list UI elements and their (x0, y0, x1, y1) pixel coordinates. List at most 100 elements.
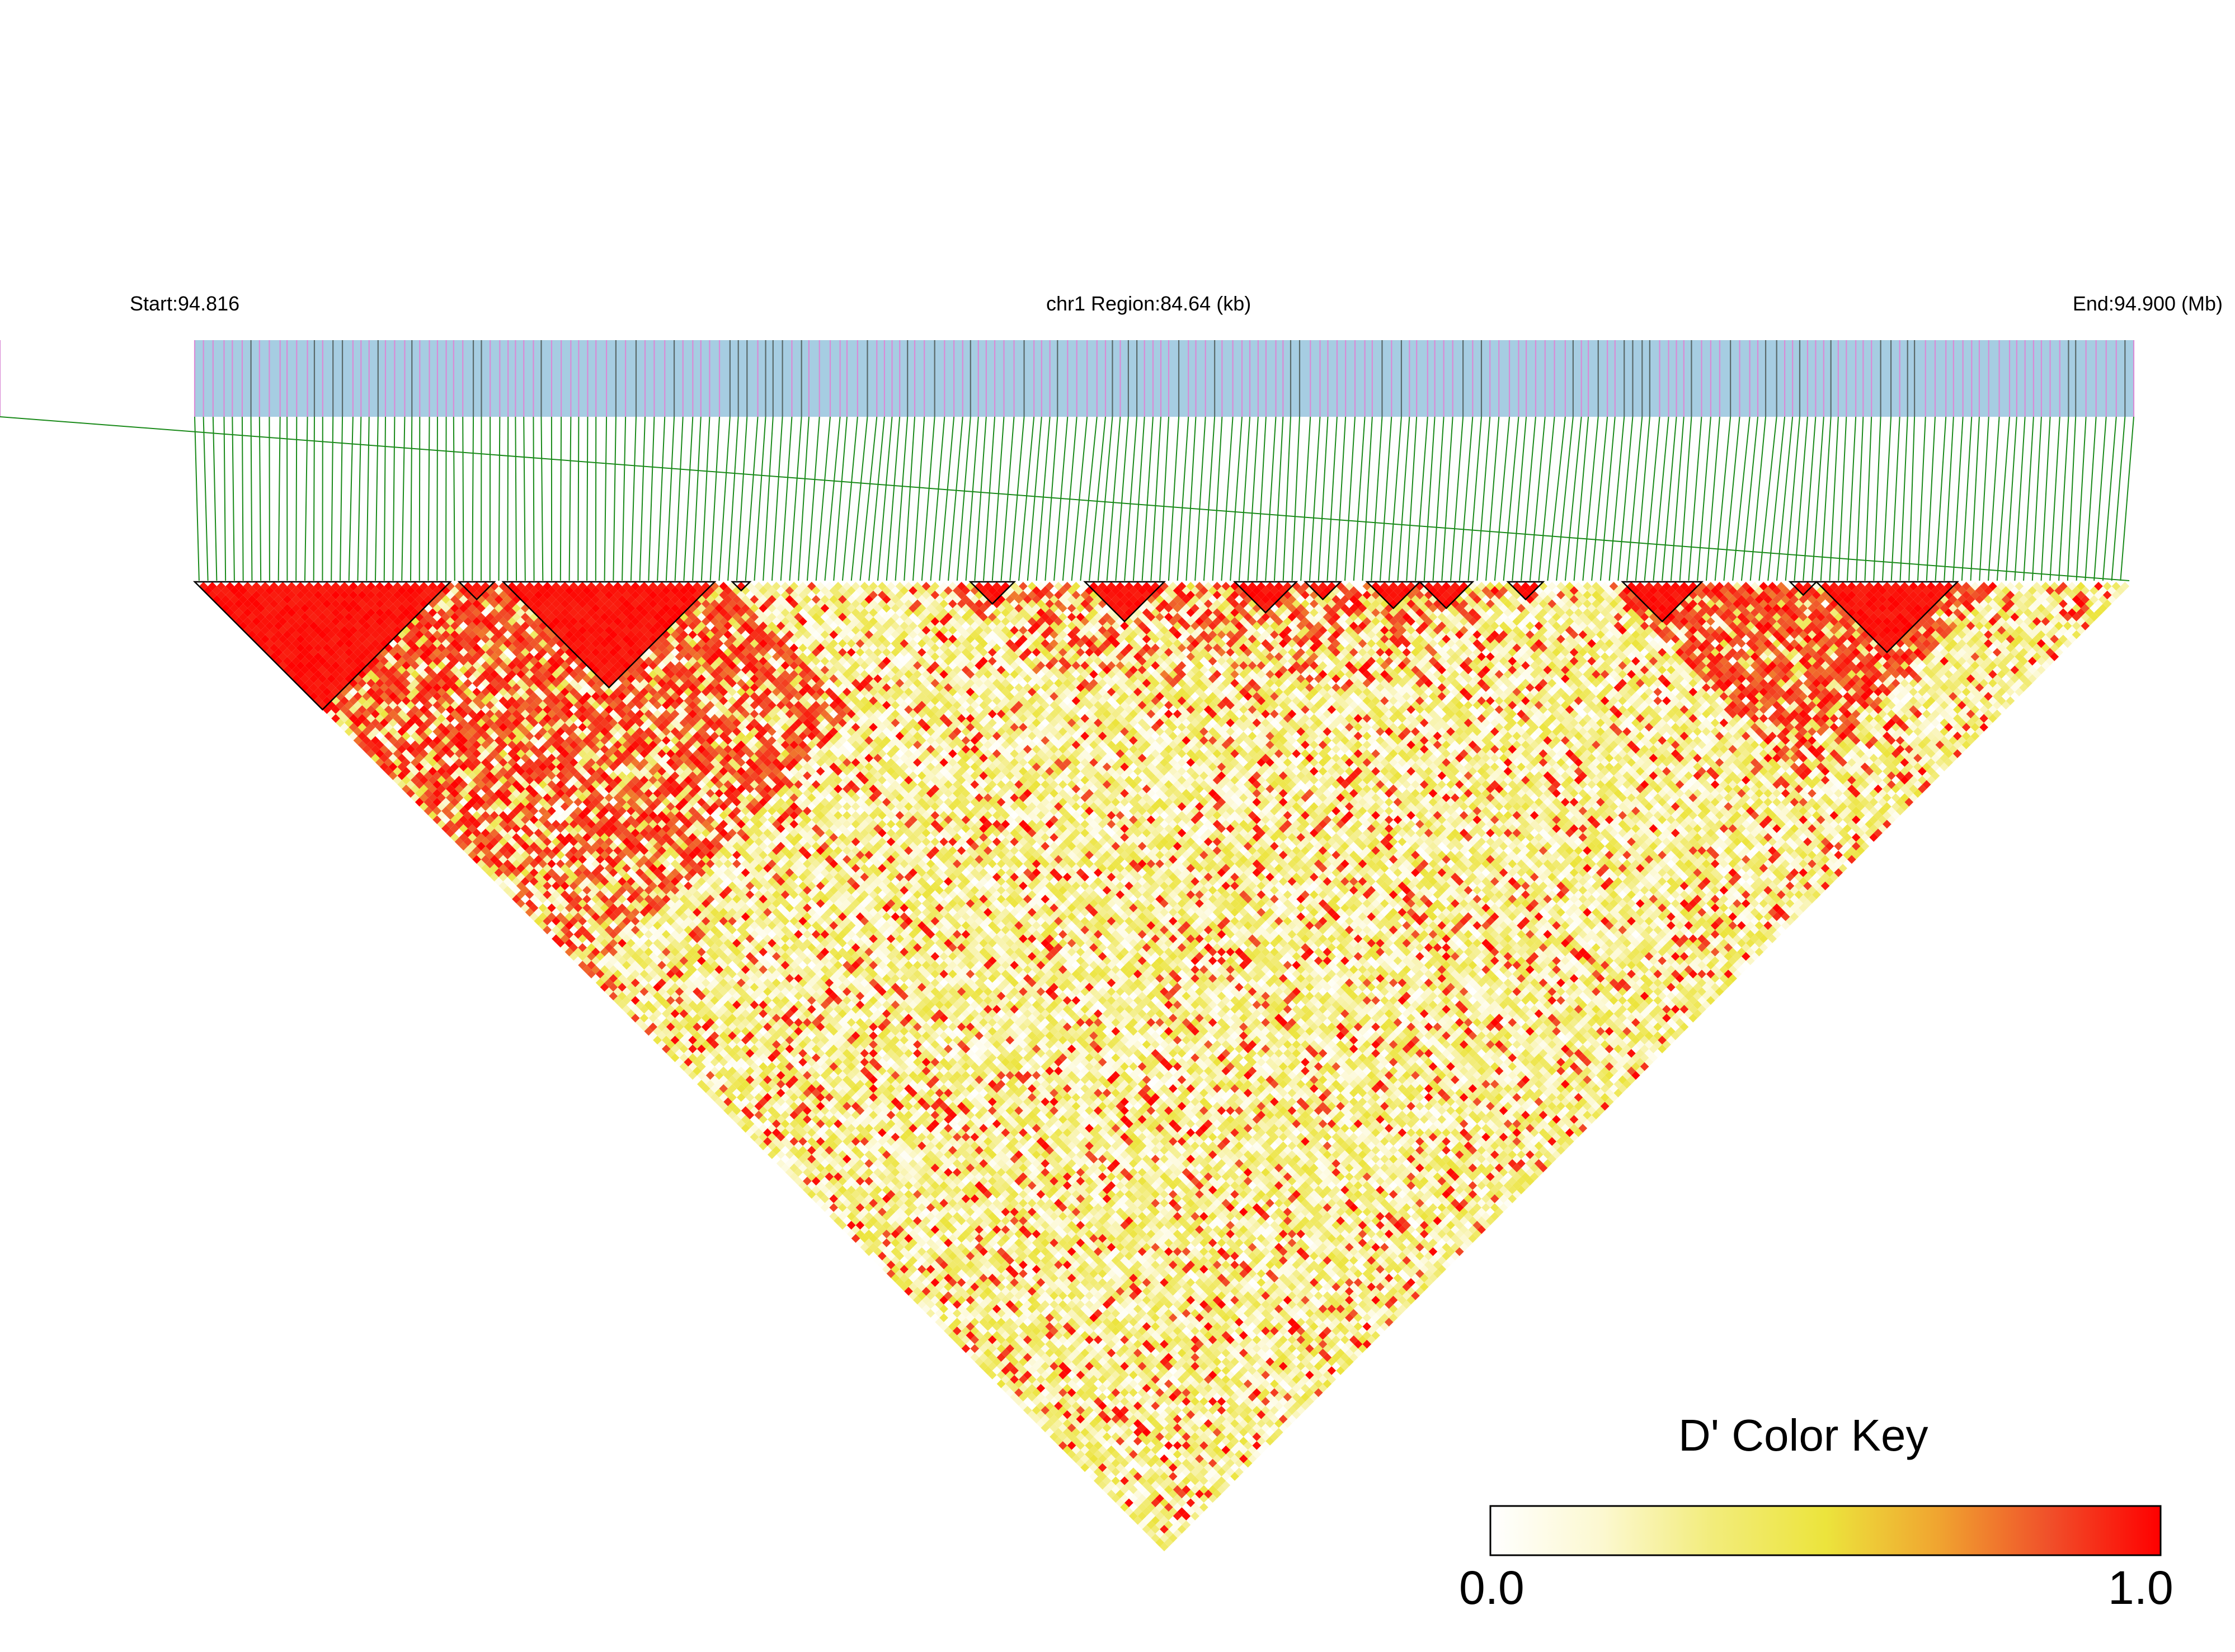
snp-connector (1098, 417, 1113, 581)
snp-connector (224, 417, 225, 581)
snp-connector (1662, 417, 1676, 581)
snp-connector (1151, 417, 1161, 581)
snp-connector (939, 417, 954, 581)
snp-connector (1442, 417, 1452, 581)
snp-connector (428, 417, 429, 581)
snp-connector (860, 417, 877, 581)
snp-connector (666, 417, 674, 581)
snp-connector (1927, 417, 1935, 581)
snp-connector (2059, 417, 2068, 581)
snp-connector (1539, 417, 1555, 581)
snp-connector (1592, 417, 1607, 581)
snp-connector (1829, 417, 1838, 581)
snp-connector (693, 417, 701, 581)
snp-connector (533, 417, 534, 581)
snp-connector (411, 417, 412, 581)
snp-connector (1865, 417, 1871, 581)
snp-connector (702, 417, 710, 581)
snp-connector (1028, 417, 1042, 581)
snp-connector (613, 417, 616, 581)
snp-connector (648, 417, 654, 581)
snp-connector (1530, 417, 1545, 581)
snp-connector (472, 417, 473, 581)
snp-connector (1909, 417, 1914, 581)
snp-connector (1918, 417, 1926, 581)
snp-track (195, 340, 2134, 417)
snp-connector (1354, 417, 1365, 581)
snp-connector (1186, 417, 1196, 581)
snp-connector (1883, 417, 1891, 581)
snp-connector (204, 417, 208, 581)
snp-connector (1777, 417, 1792, 581)
snp-connector (1160, 417, 1169, 581)
snp-connector (913, 417, 924, 581)
snp-connector (375, 417, 378, 581)
snp-connector (1019, 417, 1034, 581)
snp-connector (384, 417, 385, 581)
snp-connector (2077, 417, 2086, 581)
snp-connector (984, 417, 995, 581)
snp-connector (1768, 417, 1785, 581)
snp-connector (1944, 417, 1954, 581)
snp-connector (1953, 417, 1963, 581)
snp-connector (1583, 417, 1598, 581)
snp-connector (719, 417, 730, 581)
snp-connector (2032, 417, 2041, 581)
snp-connector (279, 417, 280, 581)
snp-connector (816, 417, 830, 581)
snp-connector (1380, 417, 1391, 581)
snp-connector (1988, 417, 1999, 581)
snp-connector (1371, 417, 1382, 581)
snp-connector (1107, 417, 1121, 581)
snp-connector (1362, 417, 1372, 581)
snp-connector (1142, 417, 1153, 581)
snp-connector (631, 417, 636, 581)
snp-connector (1653, 417, 1668, 581)
snp-connector (1636, 417, 1650, 581)
snp-connector (825, 417, 840, 581)
snp-connector (1724, 417, 1739, 581)
snp-connector (260, 417, 261, 581)
snp-connector (1072, 417, 1088, 581)
snp-connector (1627, 417, 1642, 581)
snp-connector (251, 417, 252, 581)
snp-connector (1936, 417, 1946, 581)
snp-connector (1265, 417, 1276, 581)
snp-connector (1786, 417, 1800, 581)
snp-connector (1195, 417, 1206, 581)
snp-connector (781, 417, 792, 581)
snp-connector (541, 417, 543, 581)
snp-connector (957, 417, 971, 581)
snp-connector (807, 417, 820, 581)
snp-connector (1204, 417, 1215, 581)
snp-connector (524, 417, 525, 581)
snp-connector (2050, 417, 2059, 581)
snp-connector (763, 417, 773, 581)
snp-connector (242, 417, 243, 581)
snp-connector (1556, 417, 1573, 581)
snp-connector (1512, 417, 1526, 581)
snp-connector (878, 417, 892, 581)
snp-connector (1733, 417, 1749, 581)
snp-connector (213, 417, 217, 581)
snp-connector (1971, 417, 1979, 581)
snp-connector (737, 417, 747, 581)
snp-connector (331, 417, 333, 581)
snp-connector (499, 417, 500, 581)
snp-connector (1274, 417, 1283, 581)
snp-connector (195, 417, 199, 581)
snp-connector (1336, 417, 1345, 581)
snp-connector (454, 417, 455, 581)
snp-connector (657, 417, 665, 581)
snp-connector (1574, 417, 1589, 581)
snp-connector (340, 417, 342, 581)
snp-connector (402, 417, 404, 581)
snp-connector (711, 417, 719, 581)
snp-connector (1610, 417, 1625, 581)
snp-connector (296, 417, 297, 581)
snp-connector (232, 417, 234, 581)
snp-connector (349, 417, 353, 581)
snp-connector (357, 417, 361, 581)
snp-connector (1292, 417, 1300, 581)
